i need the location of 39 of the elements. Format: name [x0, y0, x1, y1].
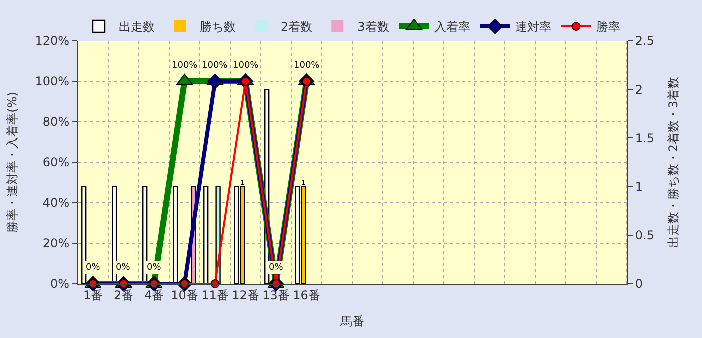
legend-label: 2着数	[281, 20, 313, 34]
x-tick-label: 11番	[202, 288, 229, 302]
y-tick-label: 100%	[35, 74, 70, 89]
legend-label: 出走数	[119, 20, 155, 34]
y-tick-label: 60%	[42, 156, 70, 170]
legend-label: 勝率	[596, 20, 620, 34]
x-tick-label: 16番	[293, 288, 320, 302]
x-tick-label: 2番	[114, 288, 134, 302]
x-tick-label: 4番	[144, 288, 164, 302]
legend-label: 入着率	[434, 20, 470, 34]
data-label: 100%	[233, 61, 260, 71]
y2-tick-label: 2.5	[635, 34, 654, 48]
legend-label: 連対率	[515, 20, 552, 34]
x-tick-label: 10番	[171, 288, 198, 302]
y2-tick-label: 2	[635, 82, 644, 97]
y-tick-label: 0%	[50, 277, 70, 292]
y-tick-label: 120%	[35, 34, 70, 48]
x-tick-label: 12番	[232, 288, 260, 302]
data-label: 0%	[147, 263, 162, 273]
legend-label: 勝ち数	[200, 20, 236, 34]
data-label: 100%	[172, 61, 198, 71]
y-tick-label: 80%	[42, 115, 70, 130]
y2-tick-label: 0.5	[635, 228, 654, 243]
y2-tick-label: 0	[635, 277, 644, 292]
y-tick-label: 40%	[42, 196, 70, 210]
x-tick-label: 1番	[83, 288, 104, 302]
y-tick-label: 20%	[42, 236, 70, 251]
data-label: 0%	[86, 263, 101, 273]
y-axis-title: 勝率・連対率・入着率(%)	[6, 92, 20, 233]
data-label: 100%	[294, 61, 320, 71]
y2-axis-title: 出走数・勝ち数・2着数・3着数	[666, 76, 680, 248]
data-label: 100%	[202, 61, 228, 71]
y2-tick-label: 1.5	[635, 131, 654, 146]
y2-tick-label: 1	[635, 180, 644, 194]
legend-label: 3着数	[358, 20, 390, 34]
data-label: 0%	[269, 263, 284, 273]
data-label: 0%	[116, 263, 131, 273]
x-axis-title: 馬番	[340, 314, 364, 328]
x-tick-label: 13番	[262, 288, 290, 302]
